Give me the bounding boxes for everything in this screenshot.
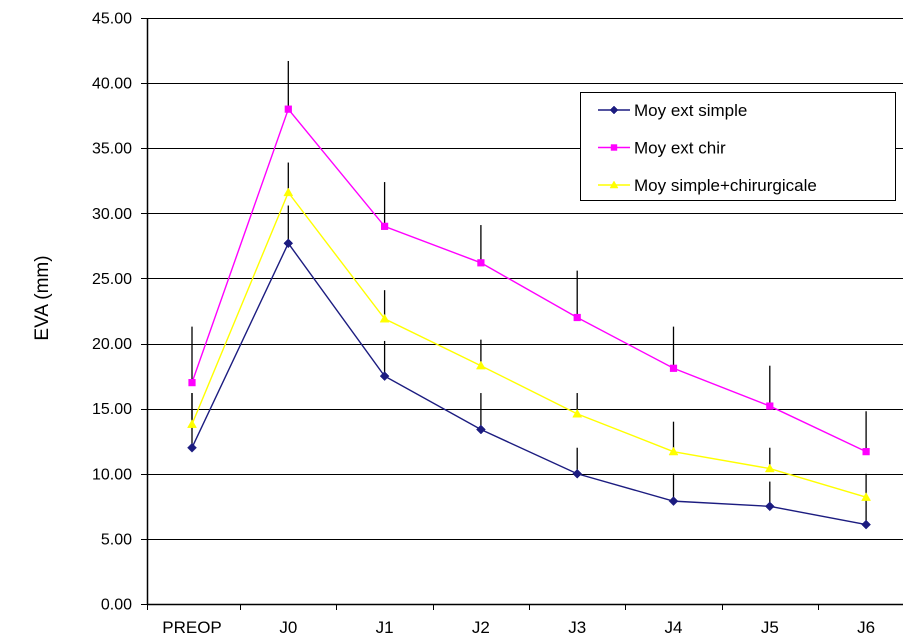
x-tick-label: J5 [761, 618, 779, 637]
y-tick-label: 5.00 [101, 531, 132, 548]
legend-marker [609, 105, 619, 115]
legend-entry: Moy ext simple [598, 101, 747, 120]
error-bars [191, 60, 867, 525]
legend-label: Moy simple+chirurgicale [634, 176, 817, 195]
legend-label: Moy ext chir [634, 139, 726, 158]
data-point-moy-ext-simple [283, 238, 294, 249]
y-tick-label: 20.00 [92, 336, 132, 353]
y-tick-label: 15.00 [92, 401, 132, 418]
data-point-moy-ext-chir [284, 105, 292, 113]
data-points [187, 105, 872, 530]
x-tick-label: J3 [568, 618, 586, 637]
y-axis-ticks: 0.00 5.00 10.00 15.00 20.00 25.00 30.00 35.00 40… [92, 11, 147, 614]
y-axis-title: EVA (mm) [32, 255, 53, 340]
data-point-moy-simple-chirurgicale [764, 463, 775, 473]
data-point-moy-ext-chir [862, 448, 870, 456]
data-point-moy-ext-simple [187, 442, 197, 453]
legend-marker [609, 180, 619, 189]
y-tick-label: 10.00 [92, 466, 132, 483]
series-line-moy-simple-chirurgicale [191, 191, 867, 498]
data-point-moy-ext-chir [381, 222, 389, 230]
data-point-moy-ext-simple [476, 424, 486, 435]
data-point-moy-ext-chir [669, 364, 678, 372]
data-point-moy-ext-simple [861, 519, 871, 530]
data-point-moy-simple-chirurgicale [861, 492, 872, 501]
x-tick-label: J6 [857, 618, 875, 637]
y-tick-label: 25.00 [92, 271, 132, 288]
data-point-moy-ext-chir [188, 379, 196, 387]
data-point-moy-simple-chirurgicale [187, 419, 197, 428]
y-tick-label: 40.00 [92, 76, 132, 93]
data-point-moy-simple-chirurgicale [283, 187, 294, 197]
x-tick-label: J4 [665, 618, 683, 637]
x-tick-label: J0 [279, 618, 297, 637]
x-tick-label: PREOP [162, 618, 222, 637]
data-point-moy-simple-chirurgicale [572, 408, 583, 418]
x-tick-label: J2 [472, 618, 490, 637]
legend-marker [610, 144, 618, 151]
x-axis-ticks: PREOP J0 J1 J2 J3 J4 J5 J6 [147, 604, 875, 637]
legend-label: Moy ext simple [634, 101, 747, 120]
axes [146, 18, 903, 606]
legend-entry: Moy simple+chirurgicale [598, 176, 817, 195]
data-point-moy-ext-simple [668, 496, 679, 506]
data-point-moy-ext-simple [572, 468, 583, 479]
data-point-moy-ext-simple [764, 501, 775, 512]
series-line-moy-ext-simple [191, 241, 867, 526]
gridlines [147, 18, 903, 540]
y-tick-label: 0.00 [101, 597, 132, 614]
y-tick-label: 45.00 [92, 11, 132, 28]
series-line-moy-ext-chir [191, 107, 867, 453]
x-tick-label: J1 [376, 618, 394, 637]
y-tick-label: 30.00 [92, 206, 132, 223]
legend-entry: Moy ext chir [598, 139, 726, 158]
data-point-moy-simple-chirurgicale [475, 360, 486, 370]
data-point-moy-ext-simple [379, 371, 390, 381]
y-tick-label: 35.00 [92, 141, 132, 158]
legend: Moy ext simple Moy ext chir Moy simple+chi… [580, 92, 896, 201]
data-point-moy-simple-chirurgicale [668, 446, 679, 456]
data-point-moy-simple-chirurgicale [379, 313, 390, 323]
series-lines [191, 107, 867, 526]
legend-box [580, 92, 896, 201]
data-point-moy-ext-chir [573, 313, 581, 322]
data-point-moy-ext-chir [766, 402, 774, 410]
data-point-moy-ext-chir [477, 259, 485, 267]
